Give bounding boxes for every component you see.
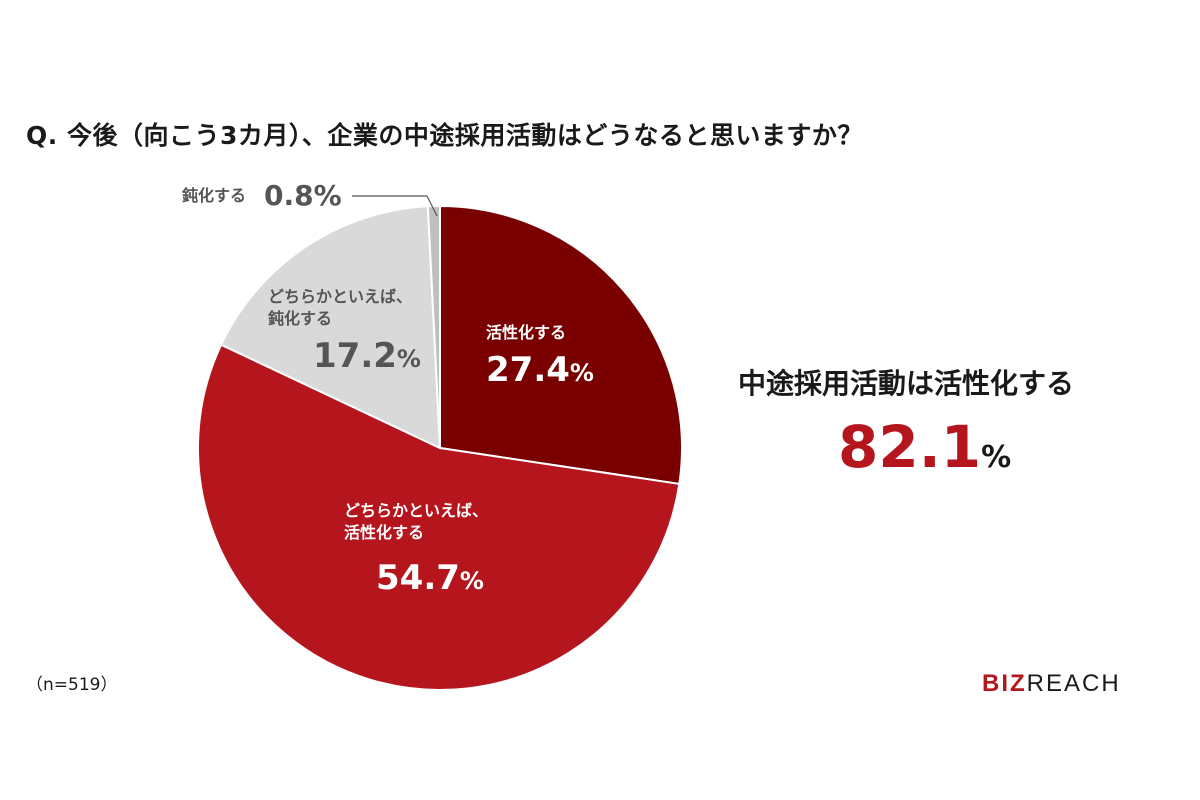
slice-active xyxy=(439,204,683,486)
value-some-dull-unit: % xyxy=(396,345,421,373)
logo-biz: BIZ xyxy=(982,670,1027,697)
value-dull: 0.8% xyxy=(264,179,342,212)
value-some-active-num: 54.7 xyxy=(376,558,460,598)
value-some-active-unit: % xyxy=(459,567,484,595)
label-some-active: どちらかといえば、 活性化する xyxy=(344,500,488,544)
label-some-dull: どちらかといえば、 鈍化する xyxy=(268,286,412,330)
value-some-dull: 17.2% xyxy=(313,336,421,379)
value-active-num: 27.4 xyxy=(486,350,570,390)
value-some-dull-num: 17.2 xyxy=(313,336,397,376)
sample-size: （n=519） xyxy=(26,675,118,695)
label-dull: 鈍化する xyxy=(182,186,247,205)
summary-value: 82.1% xyxy=(838,414,1011,491)
label-active: 活性化する xyxy=(486,323,567,342)
dull-leader-line-2 xyxy=(426,195,438,217)
label-some-active-line2: 活性化する xyxy=(344,523,425,542)
summary-title: 中途採用活動は活性化する xyxy=(738,367,1075,400)
slice-dull xyxy=(426,204,441,449)
label-some-active-line1: どちらかといえば、 xyxy=(344,501,489,520)
slice-some-dull xyxy=(219,205,442,450)
bizreach-logo: BIZREACH xyxy=(982,670,1121,698)
value-active: 27.4% xyxy=(486,350,594,393)
label-some-dull-line1: どちらかといえば、 xyxy=(268,287,413,306)
label-some-dull-line2: 鈍化する xyxy=(268,309,333,328)
summary-value-unit: % xyxy=(981,440,1012,475)
value-some-active: 54.7% xyxy=(376,558,484,601)
slice-some-active xyxy=(197,343,681,691)
question-title: Q. 今後（向こう3カ月）、企業の中途採用活動はどうなると思いますか？ xyxy=(26,121,863,150)
value-active-unit: % xyxy=(569,359,594,387)
summary-value-num: 82.1 xyxy=(838,413,982,481)
logo-reach: REACH xyxy=(1026,670,1121,697)
